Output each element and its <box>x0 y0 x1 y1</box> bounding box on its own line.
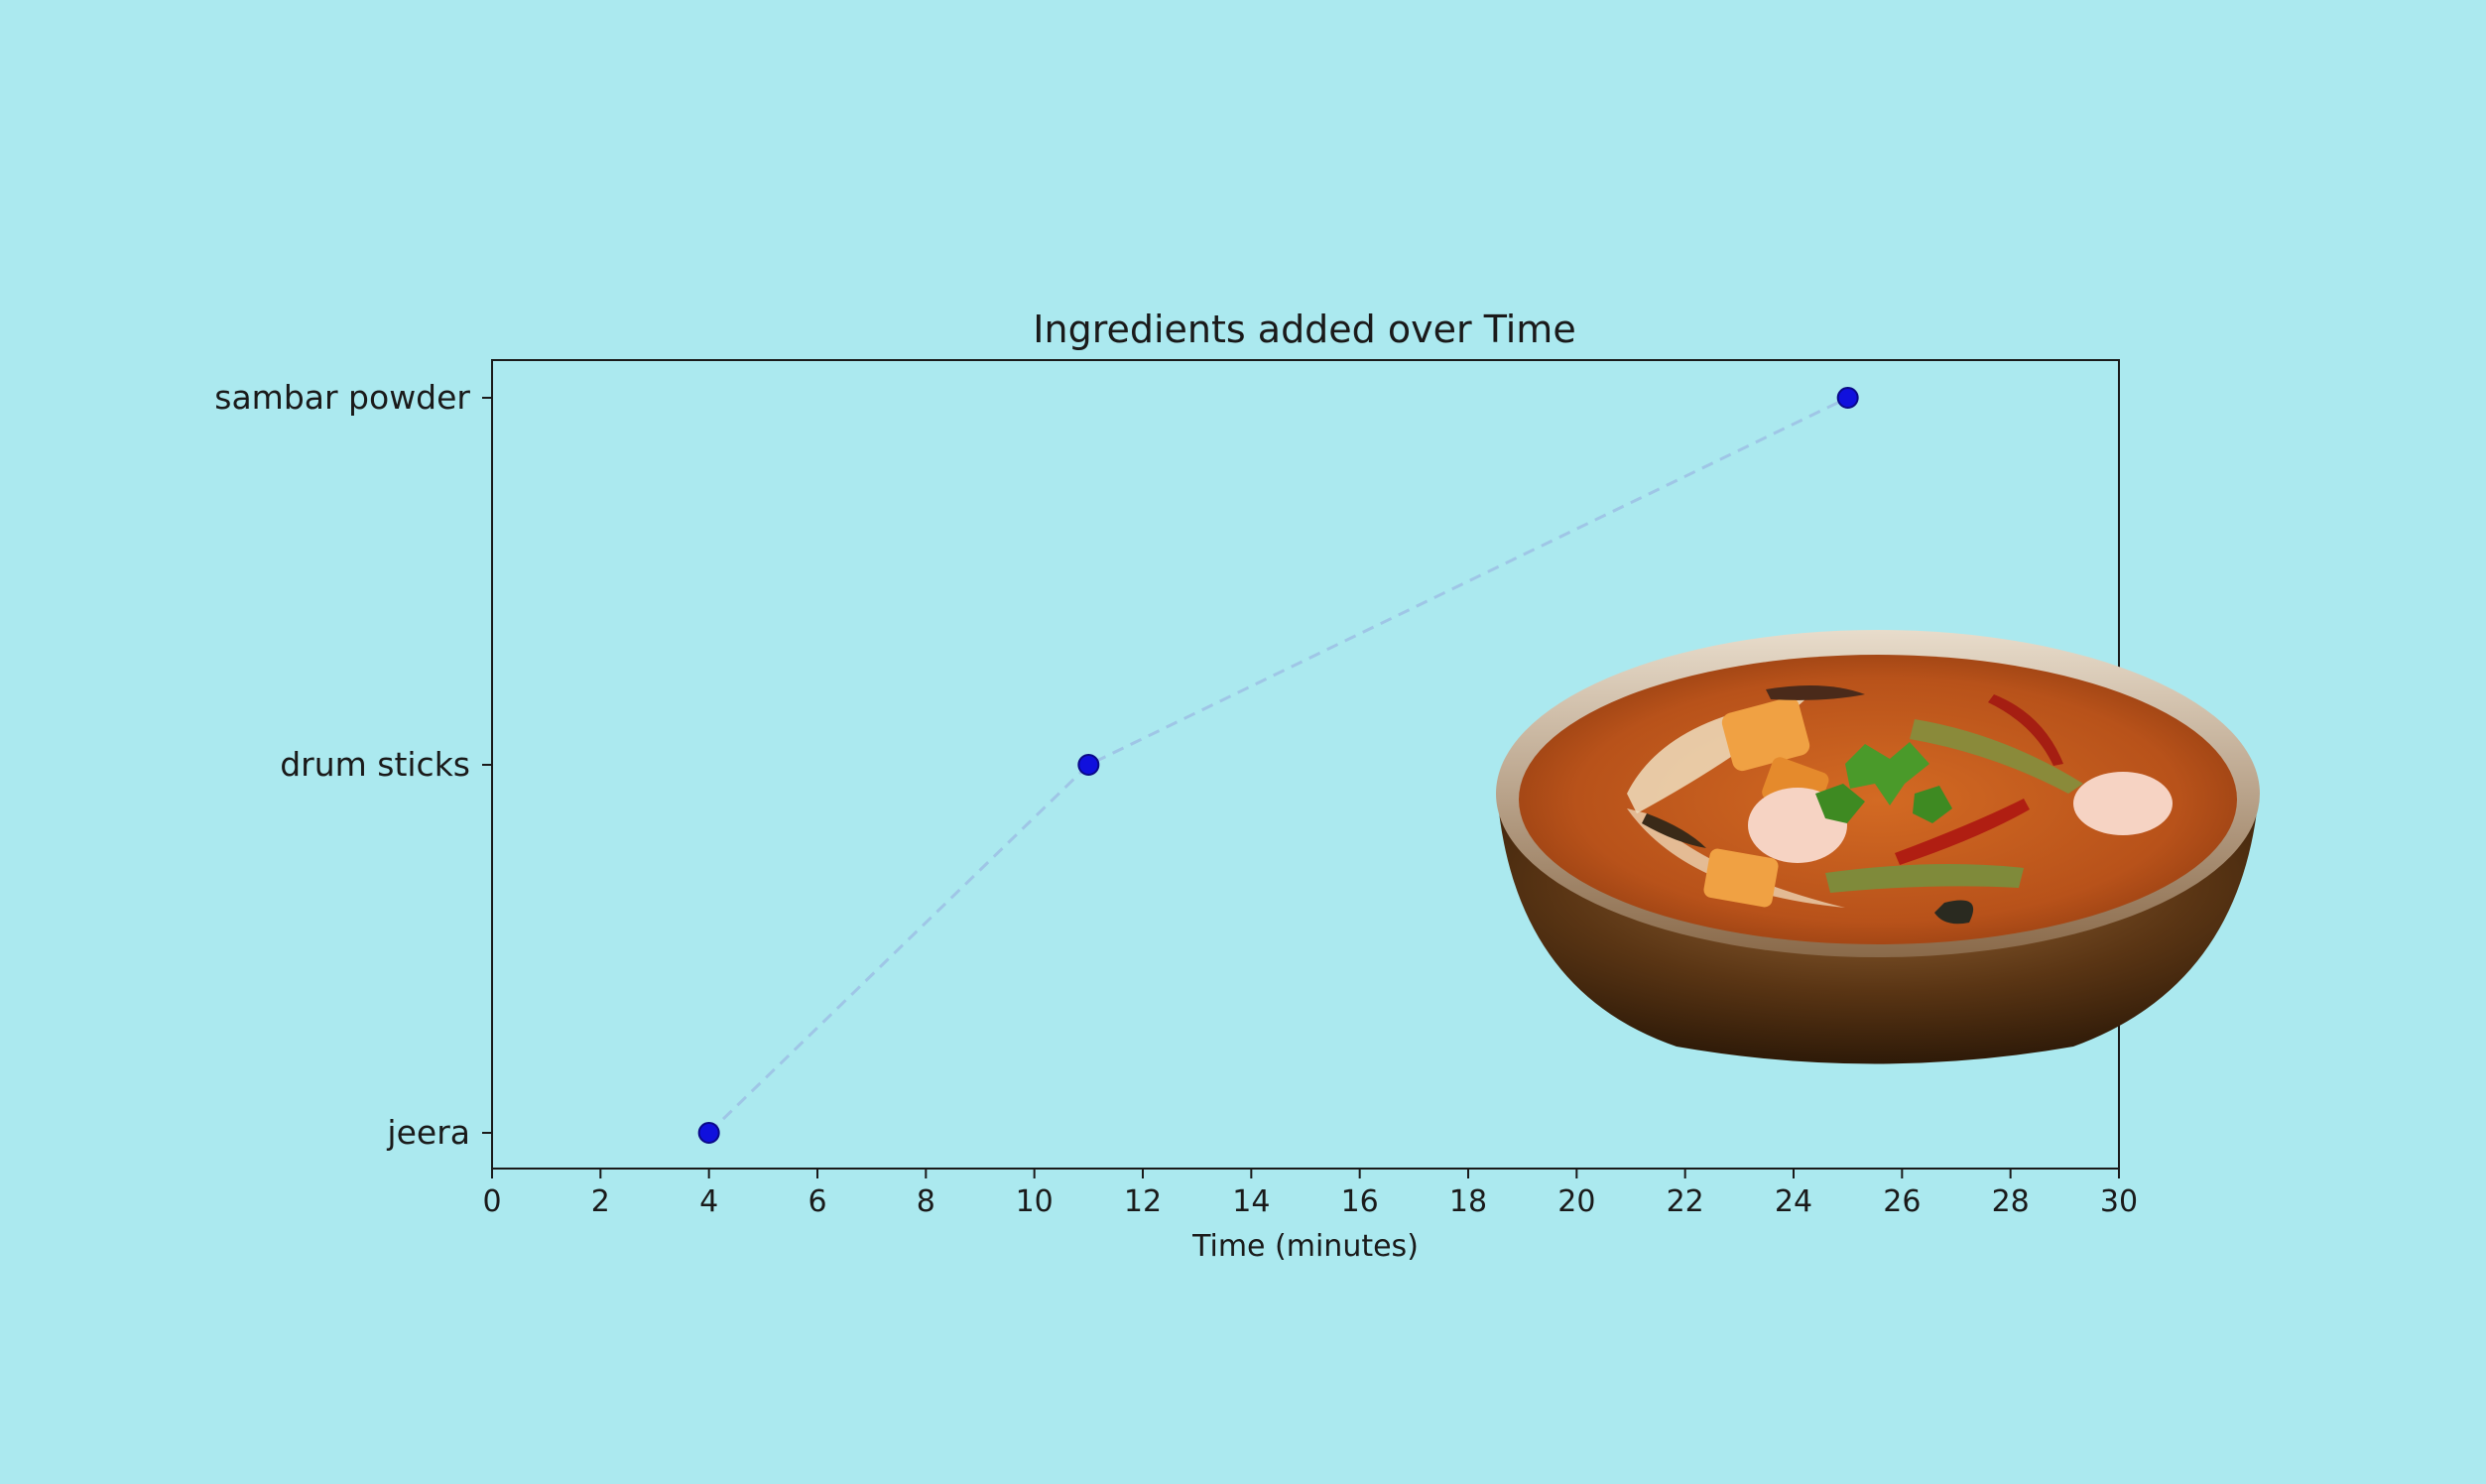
x-tick-label: 30 <box>2100 1184 2138 1219</box>
data-point <box>697 1122 720 1144</box>
data-point <box>1077 754 1100 776</box>
data-point <box>1836 387 1859 409</box>
y-tick-label: drum sticks <box>280 745 470 784</box>
sambar-bowl-icon <box>1496 630 2260 1064</box>
series-layer <box>697 387 1859 1144</box>
x-tick-label: 12 <box>1124 1184 1162 1219</box>
x-tick-label: 8 <box>917 1184 935 1219</box>
y-tick-label: sambar powder <box>214 378 470 417</box>
y-tick-label: jeera <box>386 1113 470 1152</box>
x-tick-label: 6 <box>808 1184 826 1219</box>
x-tick-label: 20 <box>1557 1184 1595 1219</box>
x-tick-label: 4 <box>699 1184 718 1219</box>
x-tick-label: 16 <box>1341 1184 1379 1219</box>
x-tick-label: 26 <box>1883 1184 1921 1219</box>
x-axis-label: Time (minutes) <box>1191 1229 1419 1264</box>
x-tick-label: 24 <box>1775 1184 1812 1219</box>
x-tick-label: 14 <box>1232 1184 1270 1219</box>
x-tick-label: 28 <box>1992 1184 2030 1219</box>
x-tick-label: 22 <box>1667 1184 1704 1219</box>
chart-title: Ingredients added over Time <box>1033 308 1575 351</box>
x-tick-label: 2 <box>591 1184 610 1219</box>
x-tick-label: 10 <box>1016 1184 1054 1219</box>
x-tick-label: 18 <box>1449 1184 1487 1219</box>
x-tick-label: 0 <box>482 1184 501 1219</box>
